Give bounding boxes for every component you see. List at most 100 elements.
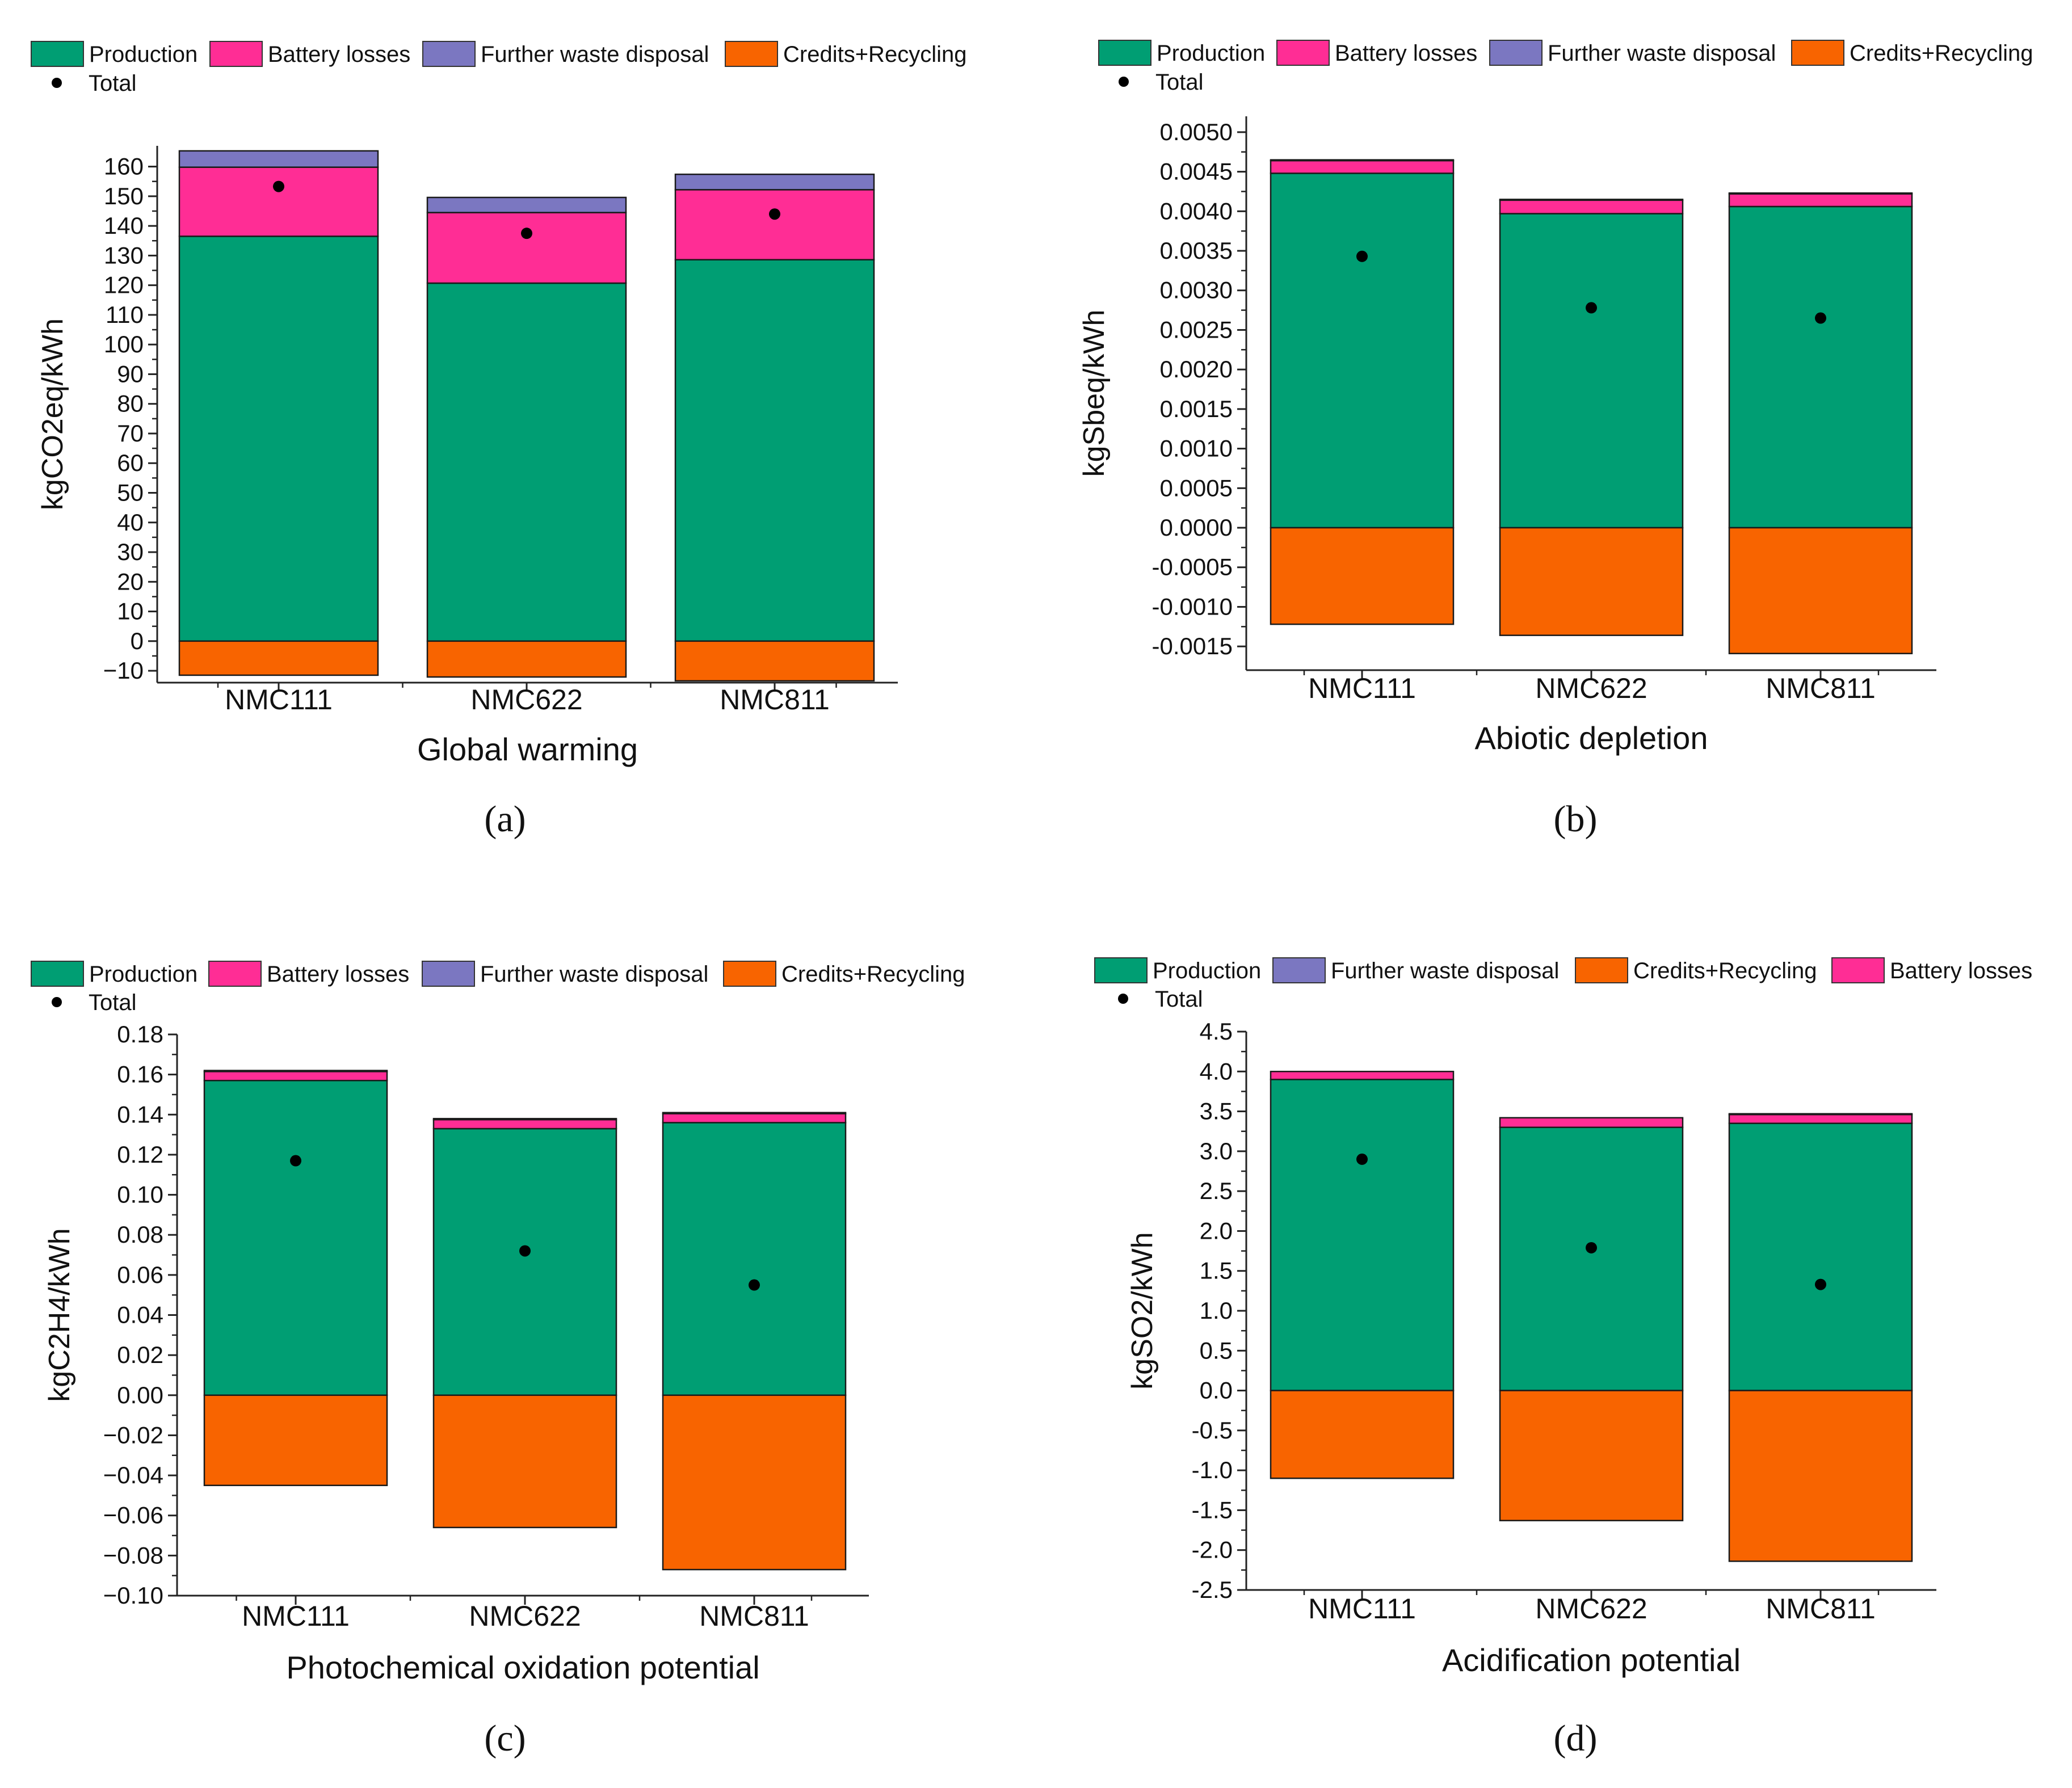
panel-label-b: (b)	[1554, 798, 1598, 840]
y-tick-label: 0.0000	[1160, 514, 1233, 541]
legend-label-credits-recycling: Credits+Recycling	[783, 42, 966, 67]
legend-label-production: Production	[89, 42, 197, 67]
legend-label-further-waste-disposal: Further waste disposal	[481, 42, 709, 67]
y-tick-label: -1.5	[1192, 1496, 1233, 1523]
panel-d: -2.5 -2.0 -1.5 -1.0 -0.5 0.0 0.5 1.0 1.5 2.0 2.5 3.…	[1094, 957, 2032, 1759]
y-tick-label: 0.0030	[1160, 277, 1233, 304]
total-point-nmc811	[769, 208, 780, 220]
bar-further-waste-disposal-nmc111	[203, 1070, 388, 1072]
y-tick-label: -0.0015	[1152, 633, 1233, 659]
legend-label-total: Total	[89, 990, 137, 1015]
panel-label-d: (d)	[1554, 1718, 1598, 1759]
y-tick-label: 0.04	[117, 1302, 163, 1328]
bar-credits-recycling-nmc111	[1270, 527, 1455, 625]
y-tick-label: 0.0020	[1160, 356, 1233, 382]
bar-credits-recycling-nmc811	[662, 1394, 847, 1571]
bar-battery-losses-nmc111	[1270, 159, 1455, 174]
x-tick-label-nmc111: NMC111	[1308, 1593, 1416, 1625]
x-tick-label-nmc811: NMC811	[720, 684, 830, 716]
total-point-nmc811	[1815, 1278, 1826, 1290]
y-tick-label: -2.0	[1192, 1537, 1233, 1563]
bar-credits-recycling-nmc622	[1499, 1390, 1684, 1521]
bar-battery-losses-nmc622	[1499, 199, 1684, 214]
x-tick-label-nmc622: NMC622	[1535, 1593, 1647, 1625]
y-tick-label: 10	[117, 598, 144, 625]
total-point-nmc111	[273, 180, 284, 192]
total-point-nmc111	[1356, 1153, 1368, 1165]
bar-credits-recycling-nmc811	[674, 640, 875, 682]
x-tick-label-nmc111: NMC111	[1308, 672, 1416, 704]
bar-battery-losses-nmc111	[178, 166, 379, 237]
y-axis-label: kgSO2/kWh	[1126, 1232, 1159, 1389]
legend-swatch-total	[1118, 994, 1128, 1004]
y-tick-label: 0.0010	[1160, 435, 1233, 462]
legend-swatch-battery-losses	[1831, 957, 1885, 983]
y-tick-label: 0.14	[117, 1101, 163, 1128]
y-tick-label: 0.0025	[1160, 316, 1233, 343]
y-tick-label: 0.02	[117, 1341, 163, 1368]
y-tick-label: −0.08	[103, 1542, 163, 1568]
y-tick-label: 60	[117, 449, 144, 476]
x-axis-title: Global warming	[417, 731, 638, 767]
total-point-nmc111	[290, 1155, 301, 1167]
legend-label-battery-losses: Battery losses	[1335, 41, 1477, 66]
bar-credits-recycling-nmc811	[1728, 1390, 1913, 1562]
total-point-nmc622	[1586, 1242, 1597, 1253]
y-tick-label: 0.5	[1200, 1337, 1233, 1364]
bar-credits-recycling-nmc622	[426, 640, 627, 678]
legend-swatch-production	[1098, 40, 1151, 66]
x-axis-title: Acidification potential	[1442, 1642, 1741, 1678]
y-tick-label: −0.06	[103, 1502, 163, 1529]
bar-production-nmc811	[1728, 205, 1913, 529]
y-tick-label: −10	[103, 657, 144, 684]
bar-battery-losses-nmc622	[1499, 1117, 1684, 1128]
y-tick-label: 50	[117, 479, 144, 506]
y-tick-label: −0.04	[103, 1462, 163, 1488]
y-tick-label: 0.0005	[1160, 474, 1233, 501]
bar-battery-losses-nmc111	[203, 1071, 388, 1082]
y-tick-label: 0.0050	[1160, 119, 1233, 145]
y-tick-label: -2.5	[1192, 1576, 1233, 1603]
bar-production-nmc111	[1270, 173, 1455, 529]
y-tick-label: 0.0040	[1160, 197, 1233, 224]
y-tick-label: −0.10	[103, 1582, 163, 1609]
y-tick-label: 0.16	[117, 1061, 163, 1088]
bar-battery-losses-nmc811	[1728, 193, 1913, 208]
x-axis-title: Abiotic depletion	[1475, 720, 1708, 756]
legend-label-battery-losses: Battery losses	[267, 962, 409, 987]
legend-swatch-further-waste-disposal	[1489, 40, 1543, 66]
bar-credits-recycling-nmc111	[178, 640, 379, 676]
legend-swatch-further-waste-disposal	[1272, 957, 1326, 983]
y-tick-label: 160	[104, 153, 144, 180]
legend-label-credits-recycling: Credits+Recycling	[1850, 41, 2033, 66]
legend-label-production: Production	[1153, 958, 1261, 983]
bar-credits-recycling-nmc622	[432, 1394, 617, 1529]
legend-swatch-credits-recycling	[1575, 957, 1628, 983]
bar-battery-losses-nmc111	[1270, 1071, 1455, 1080]
bar-credits-recycling-nmc111	[1270, 1390, 1455, 1479]
bar-further-waste-disposal-nmc111	[1270, 159, 1455, 162]
y-tick-label: -0.0010	[1152, 593, 1233, 620]
x-tick-label-nmc622: NMC622	[469, 1600, 581, 1632]
y-tick-label: 140	[104, 212, 144, 239]
bar-production-nmc622	[426, 282, 627, 642]
y-tick-label: 2.0	[1200, 1217, 1233, 1244]
legend-swatch-further-waste-disposal	[422, 961, 475, 987]
y-tick-label: 3.0	[1200, 1138, 1233, 1164]
bar-production-nmc811	[662, 1122, 847, 1396]
y-tick-label: 20	[117, 568, 144, 595]
y-tick-label: 0.10	[117, 1181, 163, 1208]
bar-production-nmc111	[1270, 1079, 1455, 1391]
panel-c: −0.10 −0.08 −0.06 −0.04 −0.02 0.00 0.02 0.04 0.0…	[31, 961, 965, 1759]
y-tick-label: 0	[131, 628, 144, 654]
y-axis-label: kgCO2eq/kWh	[36, 318, 69, 510]
x-tick-label-nmc811: NMC811	[1766, 1593, 1876, 1625]
y-tick-label: 0.0045	[1160, 158, 1233, 185]
y-tick-label: 150	[104, 183, 144, 209]
bar-credits-recycling-nmc811	[1728, 527, 1913, 654]
y-tick-label: 3.5	[1200, 1098, 1233, 1125]
legend-swatch-production	[1094, 957, 1148, 983]
y-tick-label: 40	[117, 509, 144, 536]
y-axis-label: kgSbeq/kWh	[1078, 310, 1111, 477]
